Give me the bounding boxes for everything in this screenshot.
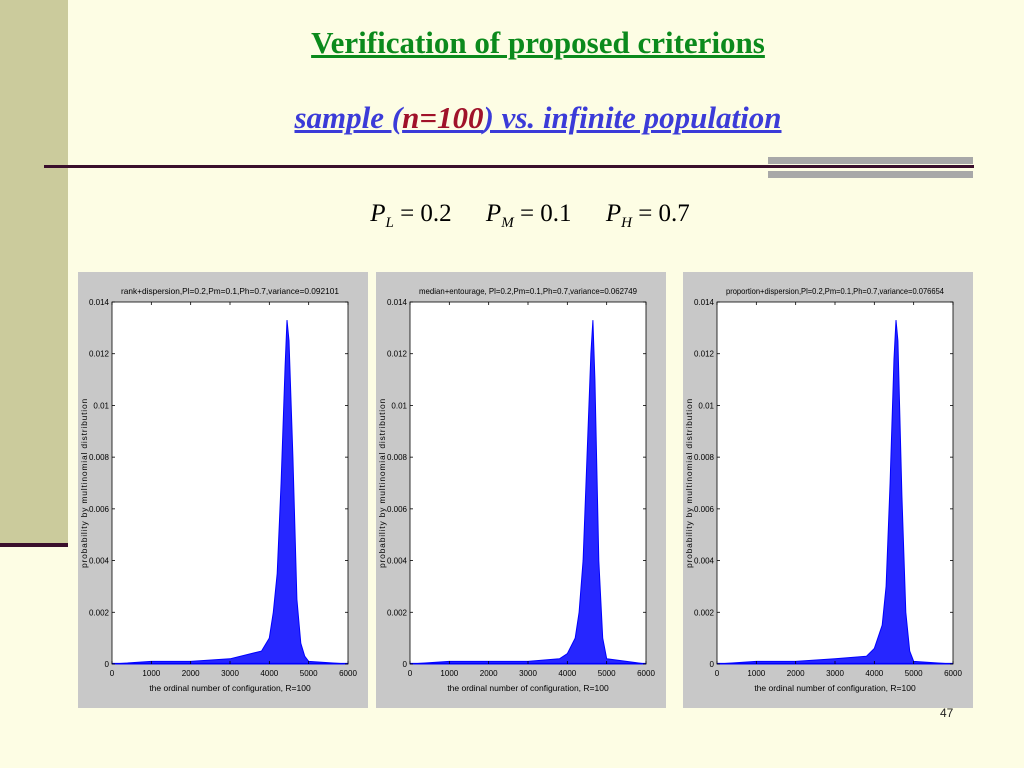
y-tick-label: 0.012: [89, 350, 110, 359]
formula-subscript: L: [385, 215, 394, 231]
x-tick-label: 4000: [260, 669, 278, 678]
formula-value: = 0.2: [400, 200, 452, 227]
x-tick-label: 6000: [637, 669, 655, 678]
x-tick-label: 0: [110, 669, 115, 678]
slide-title: Verification of proposed criterions: [311, 25, 765, 60]
formula-symbol: P: [370, 200, 386, 227]
y-tick-label: 0.008: [694, 453, 715, 462]
formula-term-low: PL = 0.2: [370, 200, 452, 231]
chart-median-entourage: median+entourage, Pl=0.2,Pm=0.1,Ph=0.7,v…: [376, 272, 666, 708]
y-tick-label: 0.008: [387, 453, 408, 462]
x-tick-label: 4000: [865, 669, 883, 678]
formula-subscript: H: [621, 215, 632, 231]
y-tick-label: 0.006: [694, 505, 715, 514]
x-tick-label: 2000: [787, 669, 805, 678]
x-tick-label: 6000: [944, 669, 962, 678]
x-tick-label: 1000: [142, 669, 160, 678]
x-tick-label: 6000: [339, 669, 357, 678]
y-axis-label: probability by multinomial distribution: [684, 398, 694, 568]
y-tick-label: 0.004: [89, 557, 110, 566]
chart-svg: median+entourage, Pl=0.2,Pm=0.1,Ph=0.7,v…: [377, 286, 655, 693]
y-tick-label: 0.008: [89, 453, 110, 462]
page-number: 47: [940, 706, 954, 720]
y-tick-label: 0.014: [89, 298, 110, 307]
probability-formula: PL = 0.2 PM = 0.1 PH = 0.7: [0, 200, 1024, 232]
x-tick-label: 1000: [440, 669, 458, 678]
chart-title: median+entourage, Pl=0.2,Pm=0.1,Ph=0.7,v…: [419, 286, 637, 296]
formula-subscript: M: [501, 215, 514, 231]
y-tick-label: 0.014: [694, 298, 715, 307]
chart-title: proportion+dispersion,Pl=0.2,Pm=0.1,Ph=0…: [726, 286, 944, 296]
chart-rank-dispersion: rank+dispersion,Pl=0.2,Pm=0.1,Ph=0.7,var…: [78, 272, 368, 708]
formula-term-medium: PM = 0.1: [485, 200, 572, 231]
x-tick-label: 2000: [182, 669, 200, 678]
y-tick-label: 0.01: [698, 401, 714, 410]
x-tick-label: 5000: [300, 669, 318, 678]
x-tick-label: 5000: [598, 669, 616, 678]
x-tick-label: 4000: [558, 669, 576, 678]
y-axis-label: probability by multinomial distribution: [377, 398, 387, 568]
formula-symbol: P: [605, 200, 622, 227]
y-tick-label: 0.01: [93, 401, 109, 410]
y-tick-label: 0.004: [694, 557, 715, 566]
y-tick-label: 0: [710, 660, 715, 669]
formula-value: = 0.1: [519, 200, 572, 227]
x-tick-label: 3000: [221, 669, 239, 678]
title-divider-rule: [44, 165, 974, 168]
left-divider-rule: [0, 543, 68, 547]
x-axis-label: the ordinal number of configuration, R=1…: [149, 683, 311, 693]
y-tick-label: 0.01: [391, 401, 407, 410]
y-tick-label: 0.012: [387, 350, 408, 359]
plot-area: [111, 301, 349, 665]
plot-area: [716, 301, 954, 665]
plot-area: [409, 301, 647, 665]
decor-bar: [768, 157, 973, 164]
y-tick-label: 0.002: [89, 608, 110, 617]
distribution-area: [111, 320, 349, 665]
decor-bar: [768, 171, 973, 178]
y-tick-label: 0: [105, 660, 110, 669]
x-axis-label: the ordinal number of configuration, R=1…: [754, 683, 916, 693]
distribution-area: [716, 320, 954, 665]
y-tick-label: 0.002: [694, 608, 715, 617]
y-tick-label: 0.006: [89, 505, 110, 514]
chart-svg: rank+dispersion,Pl=0.2,Pm=0.1,Ph=0.7,var…: [79, 286, 357, 693]
x-tick-label: 2000: [480, 669, 498, 678]
slide-subtitle: sample (n=100) vs. infinite population: [0, 100, 1024, 136]
y-tick-label: 0.002: [387, 608, 408, 617]
right-decor-bars: [768, 157, 973, 179]
y-tick-label: 0.012: [694, 350, 715, 359]
subtitle-suffix: ) vs. infinite population: [483, 100, 782, 135]
chart-proportion-dispersion: proportion+dispersion,Pl=0.2,Pm=0.1,Ph=0…: [683, 272, 973, 708]
x-tick-label: 3000: [519, 669, 537, 678]
x-axis-label: the ordinal number of configuration, R=1…: [447, 683, 609, 693]
formula-term-high: PH = 0.7: [605, 200, 690, 231]
formula-value: = 0.7: [638, 200, 690, 227]
x-tick-label: 5000: [905, 669, 923, 678]
formula-symbol: P: [485, 200, 502, 227]
left-decor-strip: [0, 0, 68, 545]
subtitle-prefix: sample (: [294, 100, 403, 135]
y-tick-label: 0.006: [387, 505, 408, 514]
chart-svg: proportion+dispersion,Pl=0.2,Pm=0.1,Ph=0…: [684, 286, 962, 693]
y-tick-label: 0.004: [387, 557, 408, 566]
chart-title: rank+dispersion,Pl=0.2,Pm=0.1,Ph=0.7,var…: [121, 286, 339, 296]
y-tick-label: 0: [403, 660, 408, 669]
x-tick-label: 1000: [747, 669, 765, 678]
y-tick-label: 0.014: [387, 298, 408, 307]
x-tick-label: 0: [715, 669, 720, 678]
subtitle-sample-size: n=100: [402, 100, 484, 135]
x-tick-label: 0: [408, 669, 413, 678]
x-tick-label: 3000: [826, 669, 844, 678]
y-axis-label: probability by multinomial distribution: [79, 398, 89, 568]
distribution-area: [409, 320, 647, 665]
